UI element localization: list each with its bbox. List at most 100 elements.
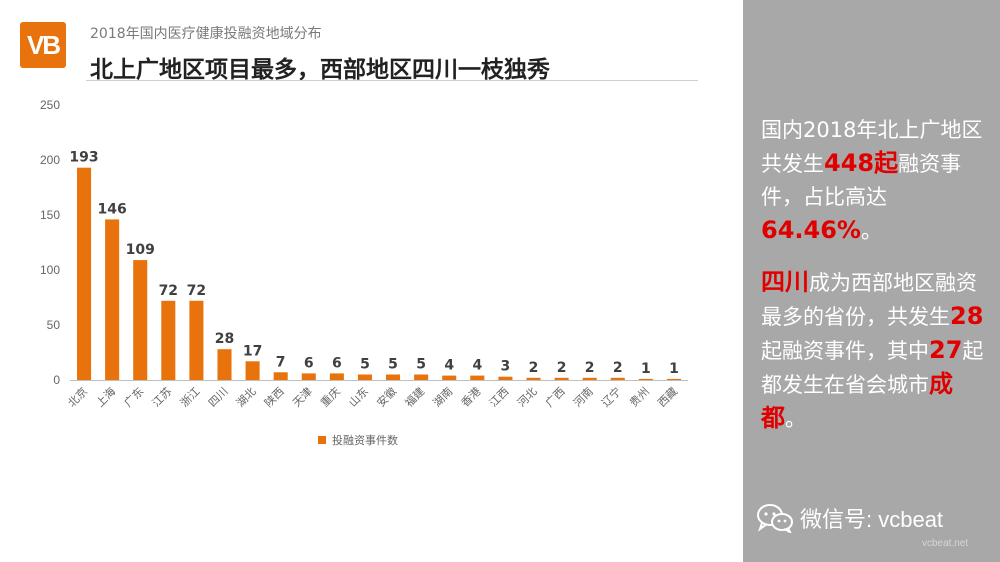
- summary-panel: [743, 0, 1000, 562]
- bar: [77, 167, 92, 380]
- data-label: 4: [444, 358, 454, 374]
- x-tick-label: 江西: [487, 385, 512, 410]
- logo-text: VB: [26, 29, 61, 60]
- data-label: 193: [69, 150, 98, 166]
- x-tick-label: 湖南: [431, 385, 456, 410]
- x-tick-label: 北京: [65, 384, 90, 409]
- data-label: 109: [126, 242, 155, 258]
- p2-highlight-capital-count: 27: [929, 336, 963, 364]
- bar: [329, 373, 344, 380]
- x-tick-label: 上海: [93, 384, 118, 409]
- y-tick-label: 0: [53, 373, 60, 387]
- bar: [386, 374, 401, 380]
- legend-swatch: [318, 436, 326, 444]
- title-divider: [86, 80, 698, 81]
- bar: [666, 378, 681, 380]
- bar: [245, 361, 260, 380]
- chart-legend: 投融资事件数: [318, 432, 398, 448]
- bar: [498, 376, 513, 380]
- data-label: 3: [501, 359, 511, 375]
- p1-text-a: 国内2018年北上广地区共发生: [761, 118, 983, 176]
- data-label: 5: [388, 357, 398, 373]
- bar: [414, 374, 429, 380]
- x-tick-label: 江苏: [150, 385, 175, 410]
- data-label: 2: [613, 360, 623, 376]
- bar: [638, 378, 653, 380]
- x-tick-label: 香港: [459, 385, 484, 410]
- data-label: 72: [159, 283, 178, 299]
- data-label: 1: [641, 361, 651, 377]
- x-tick-label: 广西: [543, 385, 568, 410]
- bar: [105, 219, 120, 380]
- wechat-id: 微信号: vcbeat: [800, 507, 944, 532]
- site-watermark: vcbeat.net: [922, 538, 969, 549]
- bar: [189, 300, 204, 380]
- p2-text-a: 成为西部地区融资最多的省份，共发生: [761, 271, 977, 329]
- x-tick-label: 河南: [571, 385, 596, 410]
- bar: [526, 377, 541, 380]
- bar: [442, 375, 457, 380]
- x-tick-label: 浙江: [178, 385, 203, 410]
- data-label: 72: [187, 283, 206, 299]
- y-tick-label: 100: [40, 263, 60, 277]
- bar: [217, 349, 232, 380]
- p1-text-b: 融资事件，占比高达: [761, 152, 962, 209]
- y-tick-label: 50: [47, 318, 61, 332]
- p2-text-d: 。: [785, 407, 806, 431]
- p1-highlight-percent: 64.46%: [761, 216, 861, 244]
- p1-text-c: 。: [860, 219, 882, 243]
- x-tick-label: 陕西: [261, 384, 286, 409]
- data-label: 2: [585, 360, 595, 376]
- slide-title: 北上广地区项目最多，西部地区四川一枝独秀: [90, 57, 550, 83]
- x-tick-label: 重庆: [318, 384, 343, 409]
- p2-text-b: 起融资事件，其中: [761, 339, 929, 363]
- x-tick-label: 天津: [290, 385, 315, 410]
- data-label: 5: [416, 357, 426, 373]
- vb-logo: VB: [20, 22, 66, 68]
- legend-label: 投融资事件数: [332, 434, 398, 447]
- bar: [273, 372, 288, 380]
- p2-text-c: 起都发生在省会城市: [761, 339, 984, 397]
- bar: [582, 377, 597, 380]
- bar: [470, 375, 485, 380]
- x-tick-label: 福建: [402, 384, 427, 409]
- data-label: 5: [360, 357, 370, 373]
- data-label: 6: [332, 355, 342, 371]
- data-label: 2: [529, 360, 539, 376]
- data-label: 6: [304, 355, 314, 371]
- y-tick-label: 150: [40, 208, 60, 222]
- data-label: 1: [669, 361, 679, 377]
- p2-highlight-province: 四川: [761, 268, 809, 296]
- x-tick-label: 四川: [206, 385, 231, 410]
- wechat-badge: 微信号: vcbeat: [756, 502, 943, 534]
- data-label: 4: [472, 358, 482, 374]
- data-label: 146: [98, 201, 127, 217]
- bar: [357, 374, 372, 380]
- x-tick-label: 山东: [346, 385, 371, 410]
- x-tick-label: 安徽: [374, 384, 399, 409]
- p2-highlight-total: 28: [950, 302, 984, 330]
- bar: [554, 377, 569, 380]
- x-tick-label: 贵州: [627, 385, 652, 410]
- x-tick-label: 湖北: [234, 385, 259, 410]
- data-label: 17: [243, 343, 262, 359]
- bar: [301, 373, 316, 380]
- summary-paragraph-2: 四川成为西部地区融资最多的省份，共发生28 起融资事件，其中27起都发生在省会城市…: [761, 266, 986, 436]
- slide-subtitle: 2018年国内医疗健康投融资地域分布: [90, 26, 322, 42]
- y-tick-label: 200: [40, 153, 60, 167]
- bar: [161, 300, 176, 380]
- p1-highlight-count: 448起: [824, 149, 899, 177]
- bar: [133, 260, 148, 380]
- data-label: 7: [276, 354, 286, 370]
- y-tick-label: 250: [40, 98, 60, 112]
- summary-paragraph-1: 国内2018年北上广地区共发生448起融资事件，占比高达 64.46%。: [761, 114, 986, 248]
- bar: [610, 377, 625, 380]
- p2-highlight-city: 成都: [761, 370, 953, 432]
- wechat-icon: [757, 504, 793, 533]
- x-tick-label: 西藏: [655, 385, 680, 410]
- x-tick-label: 广东: [122, 385, 147, 410]
- data-label: 28: [215, 331, 234, 347]
- data-label: 2: [557, 360, 567, 376]
- bar-chart: 050100150200250193北京146上海109广东72江苏72浙江28…: [40, 98, 688, 410]
- x-tick-label: 河北: [515, 385, 540, 410]
